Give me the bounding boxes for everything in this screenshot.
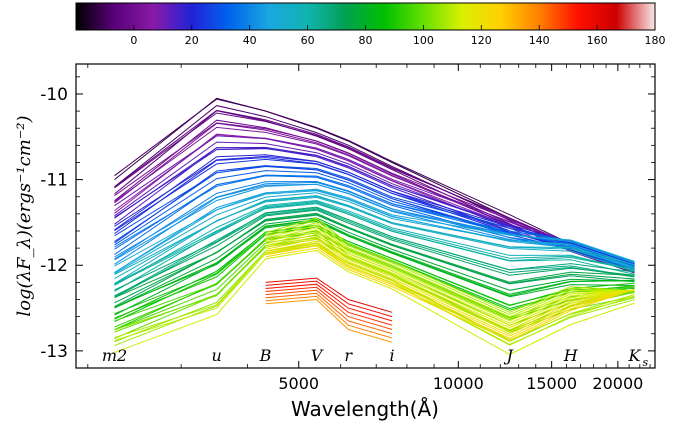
band-label: K [628,346,642,365]
sed-line [114,98,635,266]
sed-line [114,195,635,276]
sed-line-late [265,242,635,337]
sed-line [114,175,635,263]
colorbar: 0 20 40 60 80 100 120 140 160 180 [75,2,666,47]
sed-line-late [265,217,635,313]
sed-line [114,183,635,264]
sed-line [114,188,635,267]
sed-line-late [265,245,635,339]
x-tick-label: 15000 [526,374,577,393]
sed-line-late [265,224,635,320]
sed-line [114,200,635,285]
sed-line-late [265,226,635,322]
plot-frame [75,63,656,369]
colorbar-tick-label: 120 [471,34,492,47]
sed-line [114,192,635,275]
y-tick-label: -10 [40,85,68,105]
colorbar-tick-label: 20 [185,34,199,47]
sed-line [114,209,635,297]
sed-line [114,224,635,315]
colorbar-tick-label: 0 [130,34,137,47]
sed-line-late [265,233,635,329]
x-axis-label: Wavelength(Å) [291,397,439,421]
sed-line [114,180,635,269]
sed-line-nebular [265,289,393,330]
sed-line [114,212,635,299]
band-label: H [563,346,579,365]
sed-line [114,165,635,264]
y-tick-label: -13 [40,342,68,362]
sed-line [114,226,635,319]
sed-line [114,206,635,291]
sed-line-nebular [265,292,393,335]
colorbar-tick-label: 180 [645,34,666,47]
sed-line-late [265,236,635,331]
sed-line-late [265,222,635,318]
sed-line-nebular [265,298,393,343]
x-tick-label: 5000 [278,374,319,393]
x-tick-label: 10000 [433,374,484,393]
sed-line [114,230,635,322]
sed-line-nebular [265,283,393,322]
sed-line [114,249,635,356]
sed-line [114,122,635,272]
sed-line [114,202,635,286]
sed-line [114,219,635,309]
band-label-subscript: s [643,356,649,369]
y-axis: -13 -12 -11 -10 [40,76,655,369]
band-label: J [503,346,514,365]
x-axis: 5000 10000 15000 20000 [87,64,651,393]
sed-line [114,219,635,308]
colorbar-tick-label: 140 [529,34,550,47]
colorbar-tick-label: 100 [413,34,434,47]
sed-line-nebular [265,277,393,313]
colorbar-tick-label: 160 [587,34,608,47]
sed-line [114,217,635,309]
sed-line [114,189,635,274]
band-label: V [311,346,324,365]
colorbar-ticks: 0 20 40 60 80 100 120 140 160 180 [130,25,666,47]
sed-line [114,135,635,265]
band-label: B [259,346,272,365]
sed-line-nebular [265,286,393,326]
colorbar-tick-label: 40 [243,34,257,47]
band-label: m2 [102,346,127,365]
sed-line-late [265,231,635,326]
y-tick-label: -11 [40,171,68,191]
sed-line-late [265,247,635,342]
sed-line-late [265,219,635,316]
y-tick-label: -12 [40,256,68,276]
sed-line-late [265,238,635,333]
sed-line [114,208,635,299]
sed-line [114,199,635,286]
sed-line-nebular [265,295,393,339]
sed-line-nebular [265,280,393,318]
sed-lines [114,97,635,356]
colorbar-tick-label: 60 [301,34,315,47]
y-axis-label: log(λF_λ)(ergs⁻¹cm⁻²) [14,115,35,316]
band-label: u [212,346,222,365]
sed-line-late [265,240,635,335]
band-label: i [390,346,395,365]
x-tick-label: 20000 [592,374,643,393]
band-label: r [344,346,353,365]
colorbar-tick-label: 80 [359,34,373,47]
y-axis-label-text: log(λF_λ)(ergs⁻¹cm⁻²) [14,115,35,316]
sed-line-late [265,229,635,324]
